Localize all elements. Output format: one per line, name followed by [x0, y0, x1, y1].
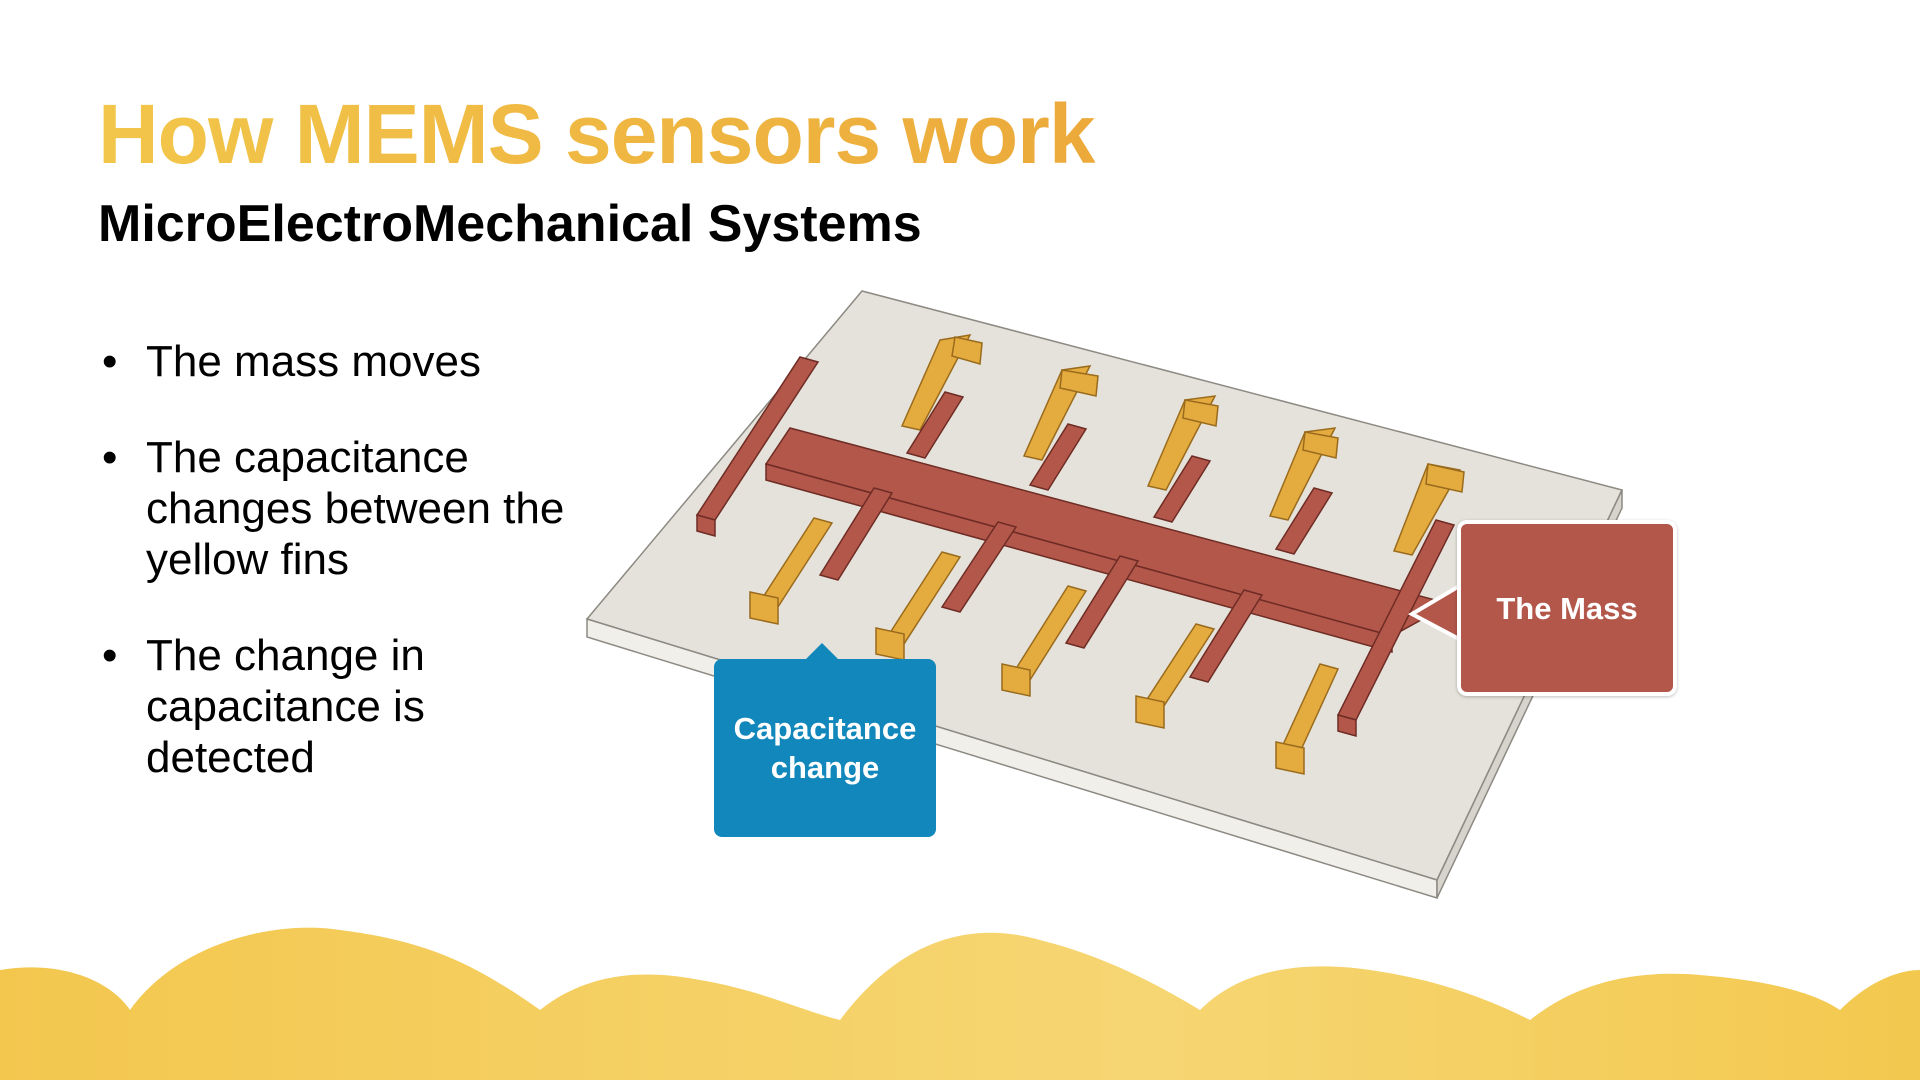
fixed-fins-top	[900, 334, 1465, 556]
capacitance-callout-pointer	[806, 643, 838, 659]
capacitance-callout-label: Capacitance change	[733, 711, 917, 785]
slide-subtitle: MicroElectroMechanical Systems	[98, 195, 922, 253]
proof-mass	[695, 356, 1456, 737]
bullet-text: The mass moves	[146, 337, 481, 386]
decorative-waves	[0, 927, 1920, 1080]
bullet-text: The change in capacitance is detected	[146, 631, 425, 782]
bullet-dot: •	[102, 631, 118, 680]
bullet-dot: •	[102, 337, 118, 386]
bullet-item: • The capacitance changes between the ye…	[98, 432, 578, 585]
mass-callout-label: The Mass	[1496, 590, 1638, 626]
slide-title: How MEMS sensors work	[98, 87, 1096, 181]
bullet-item: • The mass moves	[98, 336, 578, 387]
capacitance-callout: Capacitance change	[714, 659, 936, 837]
bullet-dot: •	[102, 433, 118, 482]
bullet-text: The capacitance changes between the yell…	[146, 433, 565, 584]
bullet-list: • The mass moves • The capacitance chang…	[98, 336, 578, 828]
bullet-item: • The change in capacitance is detected	[98, 630, 578, 783]
fixed-fins-bottom	[749, 517, 1340, 775]
mass-callout: The Mass	[1457, 520, 1677, 696]
